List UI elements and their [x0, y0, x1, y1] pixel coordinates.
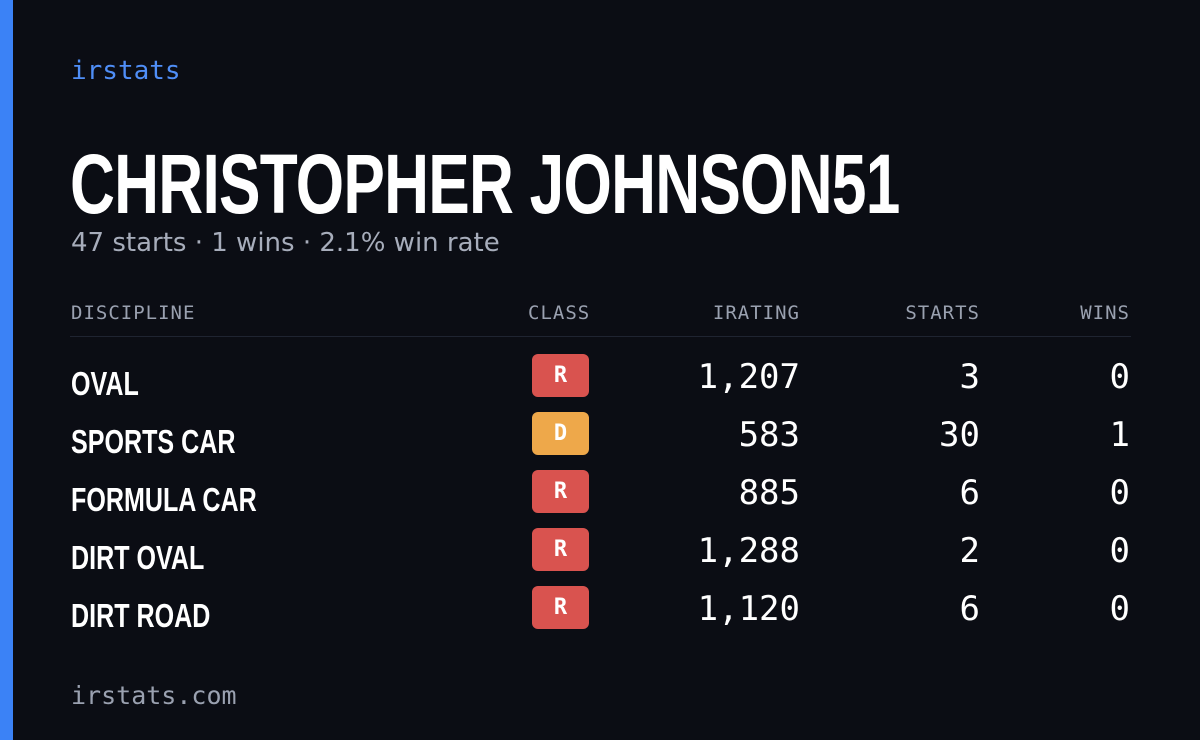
table-row: OVAL R 1,207 3 0 [0, 354, 1200, 412]
starts-value: 6 [959, 473, 980, 513]
discipline-name: SPORTS CAR [71, 423, 236, 460]
header-divider [70, 336, 1131, 337]
footer-url: irstats.com [71, 681, 237, 710]
discipline-name: DIRT ROAD [71, 597, 211, 634]
starts-value: 3 [959, 357, 980, 397]
irating-value: 1,207 [697, 357, 800, 397]
header-irating: IRATING [712, 302, 800, 324]
starts-value: 2 [959, 531, 980, 571]
wins-value: 0 [1109, 531, 1130, 571]
wins-value: 0 [1109, 589, 1130, 629]
irating-value: 583 [738, 415, 800, 455]
table-row: DIRT OVAL R 1,288 2 0 [0, 528, 1200, 586]
header-wins: WINS [1080, 302, 1130, 324]
class-badge: R [532, 354, 589, 397]
discipline-name: OVAL [71, 365, 139, 402]
table-row: SPORTS CAR D 583 30 1 [0, 412, 1200, 470]
wins-value: 0 [1109, 357, 1130, 397]
starts-value: 30 [939, 415, 980, 455]
table-row: DIRT ROAD R 1,120 6 0 [0, 586, 1200, 644]
accent-bar [0, 0, 13, 740]
class-badge: D [532, 412, 589, 455]
brand-logo: irstats [71, 56, 181, 86]
player-name: CHRISTOPHER JOHNSON51 [70, 137, 900, 231]
discipline-name: DIRT OVAL [71, 539, 205, 576]
class-badge: R [532, 528, 589, 571]
header-starts: STARTS [905, 302, 980, 324]
irating-value: 1,288 [697, 531, 800, 571]
table-row: FORMULA CAR R 885 6 0 [0, 470, 1200, 528]
wins-value: 0 [1109, 473, 1130, 513]
starts-value: 6 [959, 589, 980, 629]
discipline-name: FORMULA CAR [71, 481, 257, 518]
header-discipline: DISCIPLINE [71, 302, 196, 324]
wins-value: 1 [1109, 415, 1130, 455]
class-badge: R [532, 470, 589, 513]
irating-value: 885 [738, 473, 800, 513]
header-class: CLASS [528, 302, 591, 324]
class-badge: R [532, 586, 589, 629]
player-summary: 47 starts · 1 wins · 2.1% win rate [71, 228, 500, 258]
irating-value: 1,120 [697, 589, 800, 629]
